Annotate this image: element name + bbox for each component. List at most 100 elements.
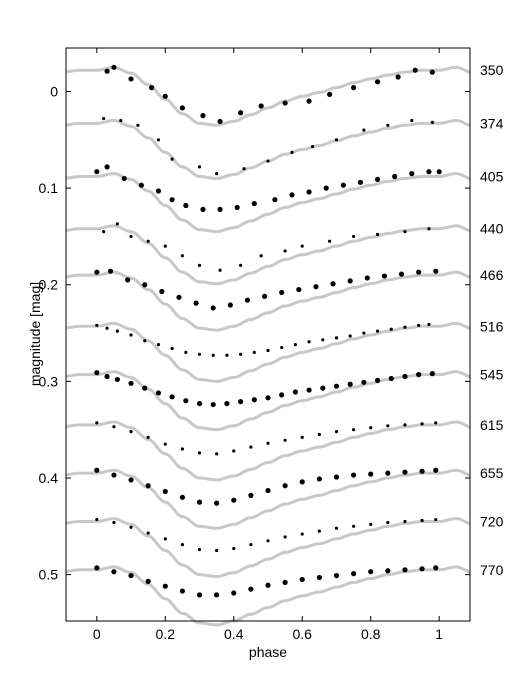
data-point-516-7 <box>184 350 188 354</box>
data-point-374-8 <box>266 159 270 163</box>
data-point-615-11 <box>283 438 287 442</box>
data-point-405-21 <box>436 169 442 175</box>
data-point-350-14 <box>374 79 381 85</box>
data-point-350-1 <box>111 64 117 70</box>
data-point-720-2 <box>129 525 133 529</box>
data-point-405-7 <box>200 206 206 212</box>
data-point-655-16 <box>368 471 374 477</box>
data-point-545-19 <box>347 381 353 387</box>
data-point-655-2 <box>128 477 134 483</box>
data-point-440-7 <box>218 268 222 272</box>
data-point-440-9 <box>259 254 263 258</box>
data-point-516-10 <box>225 353 229 357</box>
y-tick-label-5: 0.5 <box>39 567 59 583</box>
x-tick-label-0: 0 <box>93 626 101 642</box>
data-point-350-3 <box>148 85 155 91</box>
y-tick-label-1: 0.1 <box>39 180 59 196</box>
data-point-545-1 <box>104 373 110 380</box>
series-label-466: 466 <box>480 267 504 283</box>
data-point-466-17 <box>381 273 388 279</box>
data-point-350-0 <box>104 68 110 74</box>
data-point-770-9 <box>248 586 254 592</box>
data-point-466-6 <box>193 300 199 306</box>
series-labels: 350 374 405 440 466 516 545 615 655 720 770 <box>480 62 504 578</box>
data-point-516-21 <box>375 329 380 333</box>
data-point-374-14 <box>410 118 414 123</box>
data-point-405-12 <box>289 192 295 198</box>
series-label-770: 770 <box>480 562 504 578</box>
data-point-615-14 <box>334 430 339 434</box>
data-point-374-11 <box>334 138 339 142</box>
data-point-516-23 <box>403 325 407 329</box>
data-point-720-12 <box>300 532 304 536</box>
data-point-350-12 <box>327 91 333 97</box>
data-point-516-22 <box>389 327 393 331</box>
data-point-350-4 <box>162 93 168 99</box>
data-point-405-11 <box>272 197 278 203</box>
x-axis-ticks: 0 0.2 0.4 0.6 0.8 1 <box>93 48 443 642</box>
data-point-516-5 <box>156 343 161 347</box>
data-point-516-16 <box>307 340 311 344</box>
plot-frame <box>65 47 471 622</box>
data-point-770-13 <box>316 574 322 581</box>
data-point-350-6 <box>200 113 206 119</box>
data-point-720-17 <box>386 520 390 525</box>
data-point-516-19 <box>348 334 352 338</box>
data-point-770-14 <box>333 572 340 579</box>
data-point-770-11 <box>282 579 288 585</box>
data-point-545-18 <box>333 383 340 389</box>
data-point-466-14 <box>330 281 336 287</box>
data-point-516-9 <box>211 353 215 357</box>
data-point-720-14 <box>334 526 339 530</box>
data-point-615-3 <box>146 435 150 440</box>
data-point-466-16 <box>364 275 370 281</box>
series-label-545: 545 <box>480 367 504 383</box>
data-point-545-13 <box>265 395 271 401</box>
data-point-516-2 <box>115 329 119 333</box>
data-point-350-9 <box>258 103 264 109</box>
data-point-350-5 <box>179 105 186 111</box>
data-point-374-13 <box>386 123 390 127</box>
data-point-545-0 <box>94 370 100 376</box>
data-point-440-14 <box>375 232 380 237</box>
data-point-440-4 <box>163 244 167 248</box>
y-tick-label-2: 0.2 <box>39 277 59 293</box>
data-point-374-4 <box>170 157 174 161</box>
data-point-655-20 <box>433 467 439 473</box>
data-point-374-10 <box>310 144 315 149</box>
data-point-466-12 <box>296 286 302 293</box>
data-point-440-1 <box>115 222 119 226</box>
data-point-545-25 <box>429 371 435 377</box>
data-point-466-4 <box>159 288 165 295</box>
data-point-440-10 <box>283 249 287 253</box>
data-point-516-20 <box>362 331 366 335</box>
data-point-615-1 <box>112 425 116 429</box>
data-point-655-1 <box>111 472 117 478</box>
data-point-350-10 <box>282 100 288 106</box>
data-point-615-20 <box>434 421 438 425</box>
data-point-615-5 <box>180 447 185 451</box>
model-curve-466 <box>65 270 471 332</box>
data-point-440-16 <box>427 227 431 231</box>
data-point-374-9 <box>290 150 294 154</box>
data-point-516-3 <box>129 333 133 337</box>
data-point-545-17 <box>320 385 326 391</box>
data-point-350-8 <box>238 110 244 116</box>
model-curve-374 <box>65 118 471 180</box>
data-point-374-1 <box>119 118 123 123</box>
model-curve-655 <box>65 468 471 530</box>
data-point-545-15 <box>292 389 298 395</box>
data-point-466-8 <box>227 302 233 308</box>
y-tick-label-4: 0.4 <box>39 470 59 486</box>
data-point-770-17 <box>385 568 391 574</box>
data-point-516-24 <box>417 323 421 327</box>
data-point-655-11 <box>282 483 288 489</box>
model-curves <box>65 65 471 627</box>
data-point-545-23 <box>402 373 408 380</box>
x-tick-label-1: 0.2 <box>156 626 176 642</box>
data-point-720-16 <box>369 522 373 526</box>
model-curve-720 <box>65 517 471 579</box>
data-point-374-6 <box>215 172 219 176</box>
data-point-655-6 <box>196 499 203 505</box>
